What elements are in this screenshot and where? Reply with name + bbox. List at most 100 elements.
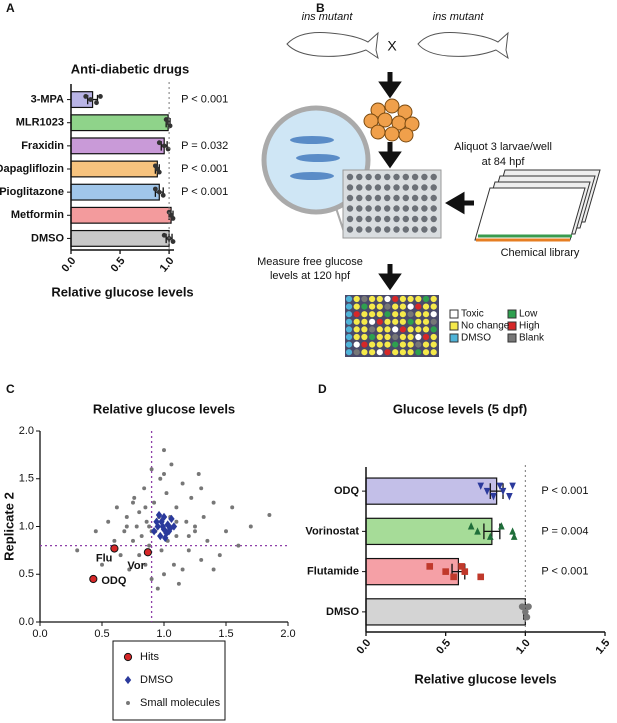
panel-label: A xyxy=(6,1,15,15)
point xyxy=(143,505,148,510)
point xyxy=(174,505,179,510)
point xyxy=(170,216,176,221)
point xyxy=(230,505,235,510)
well xyxy=(346,215,354,223)
y-tick-label: MLR1023 xyxy=(16,117,64,129)
bar xyxy=(70,160,158,178)
point xyxy=(159,522,166,531)
well xyxy=(356,194,363,202)
well xyxy=(399,295,406,303)
label: at 84 hpf xyxy=(482,156,526,168)
well xyxy=(374,184,382,191)
point xyxy=(426,563,434,570)
point xyxy=(486,532,494,540)
well xyxy=(421,173,428,181)
legend-marker xyxy=(124,675,132,685)
point xyxy=(509,527,516,535)
point xyxy=(124,514,129,519)
y-tick-label: Vorinostat xyxy=(305,525,359,537)
point xyxy=(161,232,167,238)
well xyxy=(369,295,376,303)
well xyxy=(345,318,353,325)
annotation: Vor xyxy=(127,560,145,572)
point xyxy=(510,532,518,540)
legend xyxy=(112,640,226,721)
annotation: P < 0.001 xyxy=(541,485,588,497)
x-tick-label: 1.0 xyxy=(158,255,177,274)
well xyxy=(369,333,376,341)
well xyxy=(384,333,391,341)
well xyxy=(384,303,391,310)
well xyxy=(399,326,406,333)
well xyxy=(402,173,409,181)
well xyxy=(399,303,406,310)
chart-title: Glucose levels (5 dpf) xyxy=(393,401,527,416)
y-tick-label: 1.5 xyxy=(19,473,34,485)
well xyxy=(430,349,437,356)
point xyxy=(162,572,166,577)
point xyxy=(186,534,191,539)
point xyxy=(137,510,142,515)
well xyxy=(365,173,372,181)
point xyxy=(170,522,178,531)
well xyxy=(415,326,422,333)
point xyxy=(171,562,176,567)
well xyxy=(353,349,360,356)
well xyxy=(365,215,372,223)
well xyxy=(384,226,391,233)
well xyxy=(356,173,363,181)
point xyxy=(248,524,253,529)
point xyxy=(150,527,158,536)
point xyxy=(149,467,154,472)
x-tick-label: 1.5 xyxy=(593,637,612,656)
well xyxy=(384,311,391,318)
point xyxy=(134,524,139,529)
well xyxy=(422,303,430,310)
well xyxy=(415,333,422,341)
point xyxy=(139,534,144,539)
well xyxy=(407,303,414,310)
legend-label: High xyxy=(519,321,540,332)
well xyxy=(365,226,372,233)
x-tick-label: 0.5 xyxy=(94,628,109,640)
point xyxy=(461,568,469,575)
annotation: ODQ xyxy=(101,575,127,587)
point xyxy=(165,527,173,536)
y-tick-label: Fraxidin xyxy=(21,140,64,152)
well xyxy=(422,326,430,333)
larvae-well xyxy=(290,136,340,180)
point xyxy=(180,481,185,486)
well xyxy=(353,333,360,341)
well xyxy=(369,318,376,325)
point xyxy=(184,519,189,524)
point xyxy=(83,94,89,99)
well xyxy=(430,311,437,318)
well xyxy=(421,194,428,202)
x-axis-label: Relative glucose levels xyxy=(414,671,556,686)
well xyxy=(430,205,437,212)
well xyxy=(430,184,437,191)
well xyxy=(421,205,428,212)
well xyxy=(399,318,406,325)
panel-label: D xyxy=(318,382,327,396)
point xyxy=(156,169,162,175)
well xyxy=(399,311,406,318)
point xyxy=(201,514,206,519)
well xyxy=(353,326,360,333)
fish xyxy=(417,31,509,60)
well xyxy=(384,173,391,181)
well xyxy=(345,303,353,310)
well xyxy=(346,184,354,191)
well xyxy=(369,326,376,333)
well xyxy=(393,184,400,191)
well xyxy=(384,318,391,325)
well xyxy=(411,215,419,223)
y-tick-label: Metformin xyxy=(11,209,64,221)
label: X xyxy=(387,38,397,54)
point xyxy=(132,495,137,500)
point xyxy=(161,143,167,149)
well xyxy=(407,311,414,318)
y-tick-label: DMSO xyxy=(326,606,359,618)
point xyxy=(196,471,201,476)
point xyxy=(458,563,465,570)
